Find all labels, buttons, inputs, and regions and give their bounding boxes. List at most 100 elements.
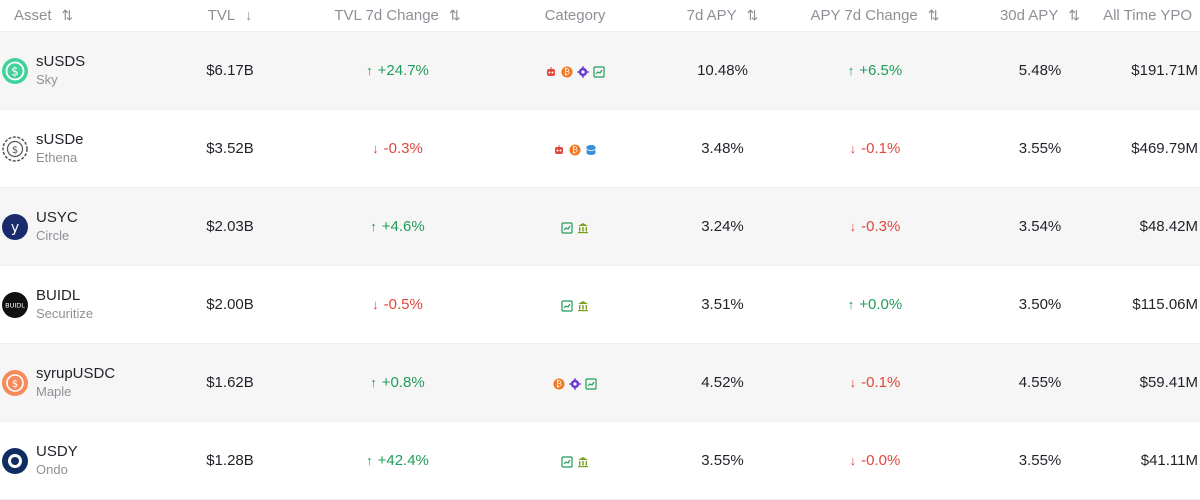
category-icons — [490, 422, 660, 499]
category-icons: ₿ — [490, 32, 660, 109]
asset-text: USDY Ondo — [36, 443, 78, 478]
table-row[interactable]: $ sUSDe Ethena $3.52B ↓ -0.3% ₿ 3.48% ↓ … — [0, 110, 1200, 188]
arrow-down-icon: ↓ — [849, 375, 857, 390]
asset-issuer: Circle — [36, 228, 70, 244]
header-tvl-change[interactable]: TVL 7d Change ⇅ — [305, 0, 490, 31]
arrow-up-icon: ↑ — [366, 63, 373, 78]
asset-cell[interactable]: USDY Ondo — [0, 422, 155, 499]
arrow-down-icon: ↓ — [372, 141, 379, 156]
apy-change-value: ↓ -0.1% — [785, 344, 965, 421]
header-asset[interactable]: Asset ⇅ — [0, 0, 155, 31]
asset-text: syrupUSDC Maple — [36, 365, 115, 400]
tvl-change-value: ↑ +4.6% — [305, 188, 490, 265]
header-tvl[interactable]: TVL ↓ — [155, 0, 305, 31]
apy-7d-value: 3.51% — [701, 296, 744, 313]
arrow-up-icon: ↑ — [366, 453, 373, 468]
chart-icon — [593, 65, 605, 78]
header-category: Category — [490, 0, 660, 31]
tvl-change-value: ↑ +0.8% — [305, 344, 490, 421]
robot-icon — [545, 65, 557, 77]
sort-descending-icon[interactable]: ↓ — [245, 6, 253, 23]
sort-icon[interactable]: ⇅ — [448, 6, 461, 23]
asset-symbol: USDY — [36, 442, 78, 460]
asset-cell[interactable]: y USYC Circle — [0, 188, 155, 265]
tvl-change-text: +0.8% — [381, 374, 425, 391]
arrow-up-icon: ↑ — [847, 63, 855, 78]
susds-logo-icon: $ — [2, 57, 28, 84]
asset-cell[interactable]: $ syrupUSDC Maple — [0, 344, 155, 421]
apy-change-value: ↓ -0.3% — [785, 188, 965, 265]
apy-change-value: ↑ +0.0% — [785, 266, 965, 343]
asset-cell[interactable]: BUIDL BUIDL Securitize — [0, 266, 155, 343]
robot-icon — [553, 143, 565, 155]
tvl-change-text: +24.7% — [377, 62, 429, 79]
header-apy-change[interactable]: APY 7d Change ⇅ — [785, 0, 965, 31]
table-row[interactable]: $ sUSDS Sky $6.17B ↑ +24.7% ₿ 10.48% ↑ +… — [0, 32, 1200, 110]
tvl-change-text: -0.5% — [383, 296, 423, 313]
asset-cell[interactable]: $ sUSDe Ethena — [0, 110, 155, 187]
apy-30d-value: 3.50% — [1018, 296, 1062, 313]
svg-text:BUIDL: BUIDL — [5, 301, 25, 309]
asset-text: USYC Circle — [36, 209, 78, 244]
svg-text:₿: ₿ — [556, 379, 562, 388]
apy-change-value: ↑ +6.5% — [785, 32, 965, 109]
sort-icon[interactable]: ⇅ — [927, 6, 940, 23]
apy-change-text: -0.1% — [861, 374, 901, 391]
tvl-value: $2.03B — [206, 218, 254, 235]
table-row[interactable]: USDY Ondo $1.28B ↑ +42.4% 3.55% ↓ -0.0% … — [0, 422, 1200, 500]
asset-symbol: sUSDe — [36, 130, 84, 148]
category-icons — [490, 188, 660, 265]
header-tvl-label: TVL — [207, 7, 236, 24]
table-row[interactable]: $ syrupUSDC Maple $1.62B ↑ +0.8% ₿ 4.52%… — [0, 344, 1200, 422]
all-time-ypo-value: $469.79M — [1131, 140, 1198, 157]
asset-symbol: syrupUSDC — [36, 364, 116, 382]
apy-change-text: -0.0% — [861, 452, 901, 469]
arrow-down-icon: ↓ — [372, 297, 379, 312]
chart-icon — [561, 455, 573, 468]
header-all-time-ypo-label: All Time YPO — [1103, 7, 1192, 24]
bitcoin-icon: ₿ — [553, 377, 565, 389]
apy-30d-value: 3.55% — [1018, 140, 1062, 157]
header-7d-apy[interactable]: 7d APY ⇅ — [660, 0, 785, 31]
svg-text:y: y — [11, 220, 19, 236]
table-row[interactable]: BUIDL BUIDL Securitize $2.00B ↓ -0.5% 3.… — [0, 266, 1200, 344]
svg-text:$: $ — [12, 379, 18, 390]
all-time-ypo-value: $115.06M — [1132, 296, 1198, 313]
all-time-ypo-value: $191.71M — [1131, 62, 1198, 79]
header-30d-apy[interactable]: 30d APY ⇅ — [965, 0, 1115, 31]
arrow-down-icon: ↓ — [849, 141, 857, 156]
asset-text: sUSDS Sky — [36, 53, 85, 88]
syrupusdc-logo-icon: $ — [2, 369, 28, 396]
database-icon — [585, 143, 597, 155]
all-time-ypo-value: $59.41M — [1139, 374, 1198, 391]
tvl-value: $6.17B — [206, 62, 254, 79]
bank-icon — [577, 299, 589, 311]
apy-change-text: +0.0% — [859, 296, 903, 313]
apy-7d-value: 3.48% — [701, 140, 744, 157]
asset-issuer: Securitize — [36, 306, 94, 322]
tvl-change-text: +4.6% — [381, 218, 425, 235]
sort-icon[interactable]: ⇅ — [61, 6, 74, 23]
gear-icon — [577, 65, 589, 78]
table-header: Asset ⇅ TVL ↓ TVL 7d Change ⇅ Category 7… — [0, 0, 1200, 32]
tvl-change-value: ↑ +42.4% — [305, 422, 490, 499]
sort-icon[interactable]: ⇅ — [746, 6, 759, 23]
asset-symbol: sUSDS — [36, 52, 86, 70]
header-category-label: Category — [544, 7, 606, 24]
tvl-value: $3.52B — [206, 140, 254, 157]
asset-issuer: Maple — [36, 384, 72, 400]
svg-text:$: $ — [12, 145, 18, 156]
bitcoin-icon: ₿ — [569, 143, 581, 155]
arrow-up-icon: ↑ — [847, 297, 855, 312]
sort-icon[interactable]: ⇅ — [1068, 6, 1081, 23]
apy-7d-value: 10.48% — [697, 62, 748, 79]
category-icons: ₿ — [490, 110, 660, 187]
header-30d-apy-label: 30d APY — [999, 7, 1059, 24]
asset-cell[interactable]: $ sUSDS Sky — [0, 32, 155, 109]
apy-change-text: -0.1% — [861, 140, 901, 157]
arrow-up-icon: ↑ — [370, 375, 377, 390]
table-row[interactable]: y USYC Circle $2.03B ↑ +4.6% 3.24% ↓ -0.… — [0, 188, 1200, 266]
header-all-time-ypo[interactable]: All Time YPO — [1103, 0, 1200, 31]
svg-text:$: $ — [11, 64, 19, 78]
